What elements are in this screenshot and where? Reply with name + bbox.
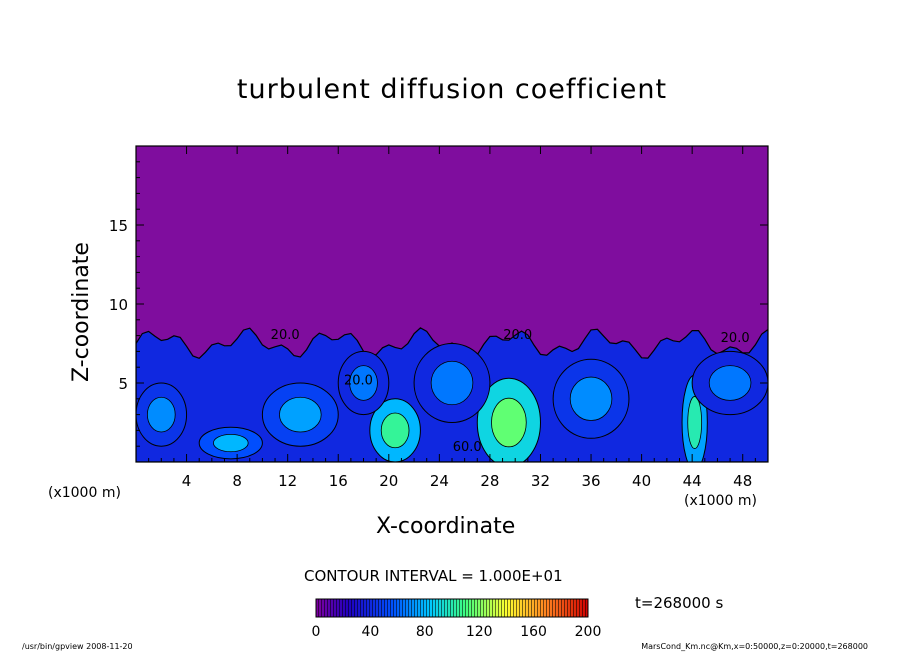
y-axis-title: Z-coordinate [69,242,94,382]
colorbar-tick-label: 80 [416,624,434,640]
colorbar-tick-label: 0 [312,624,321,640]
x-unit-label-left: (x1000 m) [48,485,121,501]
blob-core-9 [708,365,752,401]
time-label: t=268000 s [635,594,724,612]
chart-title: turbulent diffusion coefficient [236,74,668,105]
x-tick-label: 40 [632,472,651,490]
x-tick-label: 28 [480,472,499,490]
blob-core-6 [569,376,613,421]
x-unit-label-right: (x1000 m) [684,493,757,509]
footer-left: /usr/bin/gpview 2008-11-20 [22,642,133,651]
x-axis-title: X-coordinate [376,514,516,539]
y-tick-label: 10 [109,296,128,314]
colorbar-frame [315,598,589,618]
x-tick-label: 44 [683,472,702,490]
x-tick-label: 20 [379,472,398,490]
contour-label: 20.0 [344,374,373,389]
x-tick-label: 16 [329,472,348,490]
y-tick-label: 5 [118,375,128,393]
contour-label: 20.0 [503,328,532,343]
contour-label: 60.0 [453,440,482,455]
colorbar-tick-label: 40 [361,624,379,640]
footer-right: MarsCond_Km.nc@Km,x=0:50000,z=0:20000,t=… [641,642,868,651]
blob-core-3 [213,433,249,453]
x-tick-label: 4 [182,472,192,490]
blob-core-8 [349,365,378,401]
colorbar-tick-label: 200 [575,624,602,640]
blob-core-5 [146,396,176,433]
x-tick-label: 8 [232,472,242,490]
x-tick-label: 12 [278,472,297,490]
colorbar-tick-label: 160 [520,624,547,640]
x-tick-label: 48 [733,472,752,490]
contour-label: 20.0 [721,331,750,346]
colorbar-tick-label: 120 [466,624,493,640]
x-tick-label: 36 [581,472,600,490]
colorbar-stripes [316,599,588,617]
x-tick-label: 24 [430,472,449,490]
contour-interval-label: CONTOUR INTERVAL = 1.000E+01 [304,567,563,585]
y-tick-label: 15 [109,217,128,235]
x-tick-label: 32 [531,472,550,490]
blob-core-7 [430,360,474,406]
blob-core-2 [687,396,703,449]
blob-core-4 [279,396,322,433]
plot-area: 20.0 20.0 20.0 20.0 60.0 [136,146,768,462]
colorbar: 0 40 80 120 160 200 [312,598,602,640]
blob-core-1 [380,412,410,449]
blob-core-0 [491,397,527,448]
contour-label: 20.0 [271,328,300,343]
